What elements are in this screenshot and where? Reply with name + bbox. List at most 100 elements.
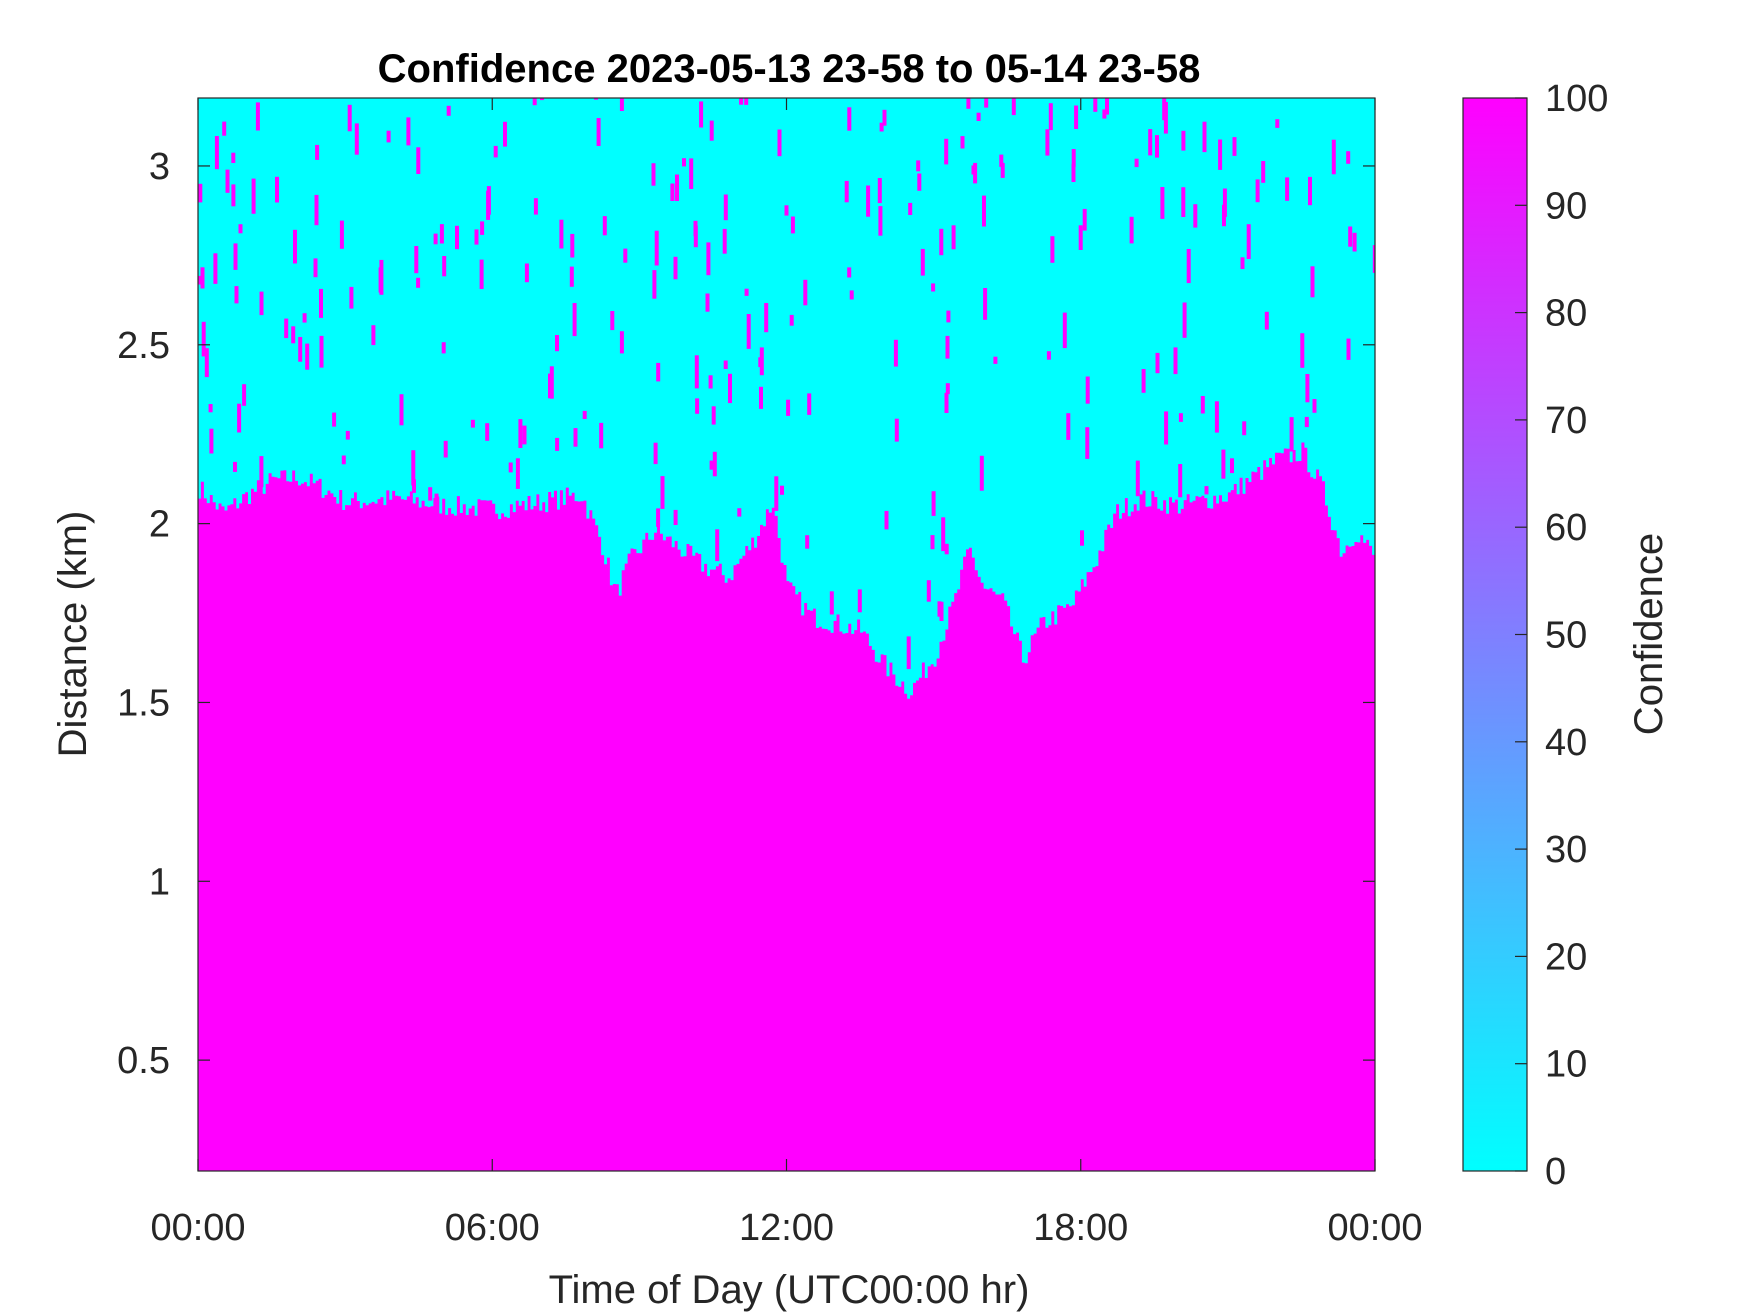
heatmap-speckle <box>233 243 238 270</box>
heatmap-speckle <box>722 228 727 254</box>
heatmap-speckle <box>882 109 887 126</box>
heatmap-speckle <box>651 163 656 186</box>
heatmap-speckle <box>443 440 448 458</box>
heatmap-speckle <box>255 102 260 131</box>
heatmap-speckle <box>1230 458 1234 474</box>
heatmap-speckle <box>213 253 218 284</box>
heatmap-speckle <box>386 130 391 143</box>
heatmap-speckle <box>1182 302 1187 338</box>
heatmap-speckle <box>442 256 447 277</box>
heatmap-speckle <box>847 267 852 278</box>
heatmap-speckle <box>1050 236 1055 263</box>
heatmap-speckle <box>723 360 728 369</box>
heatmap-speckle <box>1178 413 1183 422</box>
heatmap-speckle <box>711 406 716 425</box>
heatmap-speckle <box>1312 399 1317 413</box>
heatmap-speckle <box>660 476 665 509</box>
heatmap-speckle <box>1331 139 1336 175</box>
heatmap-speckles <box>198 98 1375 670</box>
heatmap-speckle <box>931 283 936 292</box>
heatmap-speckle <box>428 487 433 501</box>
heatmap-speckle <box>689 158 694 189</box>
heatmap-speckle <box>945 383 950 395</box>
heatmap-speckle <box>439 224 444 244</box>
heatmap-speckle <box>1080 530 1084 546</box>
heatmap-speckle <box>508 462 513 473</box>
heatmap-speckle <box>596 118 601 146</box>
heatmap-speckle <box>1155 135 1159 158</box>
heatmap-speckle <box>693 225 698 248</box>
heatmap-speckle <box>1178 464 1183 498</box>
y-tick-label: 1.5 <box>117 682 170 724</box>
heatmap-speckle <box>1346 338 1351 360</box>
heatmap-speckle <box>314 194 319 226</box>
x-tick-label: 06:00 <box>445 1207 540 1249</box>
heatmap-speckle <box>555 437 560 451</box>
heatmap-speckle <box>533 198 538 215</box>
heatmap-speckle <box>1214 401 1219 433</box>
heatmap-speckle <box>1204 486 1209 495</box>
heatmap-speckle <box>1181 130 1186 151</box>
heatmap-speckle <box>371 325 376 346</box>
heatmap-speckle <box>399 394 404 426</box>
heatmap-speckle <box>214 136 219 170</box>
heatmap-speckle <box>540 98 544 101</box>
heatmap-speckle <box>1082 208 1087 231</box>
heatmap-speckle <box>231 152 236 163</box>
heatmap-speckle <box>944 138 949 165</box>
heatmap-speckle <box>1246 224 1251 259</box>
heatmap-speckle <box>259 456 264 488</box>
y-tick-label: 2 <box>149 504 170 546</box>
heatmap-speckle <box>1164 411 1169 445</box>
heatmap-speckle <box>917 173 922 191</box>
heatmap-speckle <box>1045 129 1050 156</box>
heatmap-speckle <box>866 185 871 217</box>
heatmap-speckle <box>1085 427 1090 459</box>
heatmap-speckle <box>675 174 679 201</box>
heatmap-speckle <box>201 321 206 357</box>
heatmap-speckle <box>1062 312 1067 349</box>
heatmap-speckle <box>984 98 989 108</box>
heatmap-speckle <box>515 458 520 489</box>
heatmap-speckle <box>878 206 883 236</box>
heatmap-speckle <box>908 202 913 215</box>
heatmap-speckle <box>1202 121 1207 153</box>
heatmap-speckle <box>670 183 675 201</box>
heatmap-speckle <box>204 348 209 378</box>
heatmap-speckle <box>920 248 925 276</box>
heatmap-speckle <box>1221 449 1226 479</box>
heatmap-speckle <box>412 479 416 493</box>
heatmap-speckle <box>441 342 446 354</box>
heatmap-speckle <box>209 428 214 454</box>
heatmap-speckle <box>582 410 587 419</box>
heatmap-speckle <box>548 373 552 399</box>
heatmap-speckle <box>1372 245 1375 273</box>
colorbar-tick-label: 90 <box>1545 185 1587 227</box>
y-axis-label: Distance (km) <box>51 511 95 758</box>
heatmap-speckle <box>1066 413 1071 440</box>
heatmap-speckle <box>945 335 950 359</box>
heatmap-speckle <box>884 510 889 530</box>
heatmap-speckle <box>916 160 921 172</box>
heatmap-speckle <box>416 277 421 288</box>
colorbar-tick-label: 30 <box>1545 829 1587 871</box>
heatmap-speckle <box>939 601 944 621</box>
heatmap-speckle <box>803 279 808 306</box>
heatmap-speckle <box>844 180 849 203</box>
heatmap-speckle <box>1160 187 1165 219</box>
colorbar-tick-label: 10 <box>1545 1044 1587 1086</box>
heatmap-speckle <box>470 419 475 428</box>
heatmap-speckle <box>319 335 324 368</box>
colorbar-tick-label: 70 <box>1545 400 1587 442</box>
heatmap-speckle <box>1093 98 1098 112</box>
heatmap-speckle <box>378 267 383 293</box>
heatmap-speckle <box>652 270 657 299</box>
heatmap-speckle <box>555 335 559 352</box>
heatmap-speckle <box>1071 163 1076 182</box>
heatmap-speckle <box>284 318 289 339</box>
heatmap-speckle <box>302 313 307 323</box>
heatmap-speckle <box>354 123 359 155</box>
heatmap-speckle <box>349 286 354 309</box>
heatmap-speckle <box>759 386 763 409</box>
heatmap-speckle <box>744 98 749 105</box>
